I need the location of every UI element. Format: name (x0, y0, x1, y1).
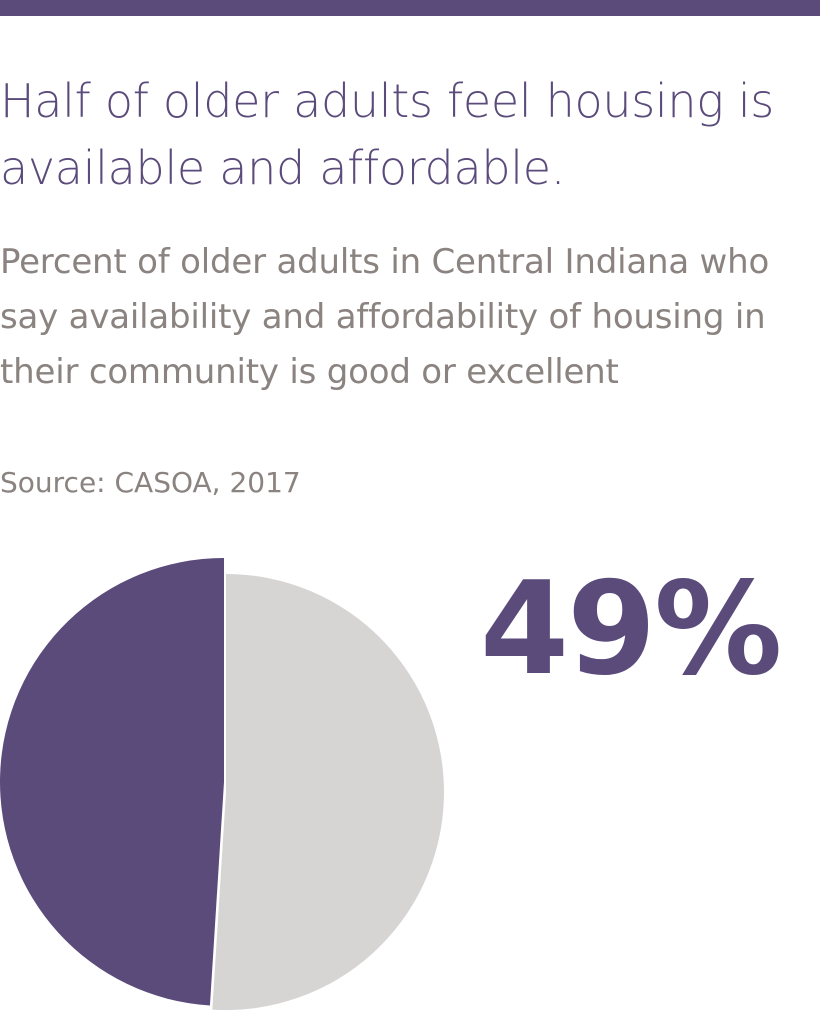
highlight-percentage: 49% (480, 555, 782, 704)
pie-slice-remainder (212, 574, 445, 1010)
source-note: Source: CASOA, 2017 (0, 466, 301, 499)
top-accent-bar (0, 0, 820, 16)
pie-slice-highlight (0, 558, 225, 1006)
chart-subtitle: Percent of older adults in Central India… (0, 242, 770, 392)
chart-headline: Half of older adults feel housing is ava… (0, 74, 774, 195)
pie-chart (0, 558, 445, 1010)
